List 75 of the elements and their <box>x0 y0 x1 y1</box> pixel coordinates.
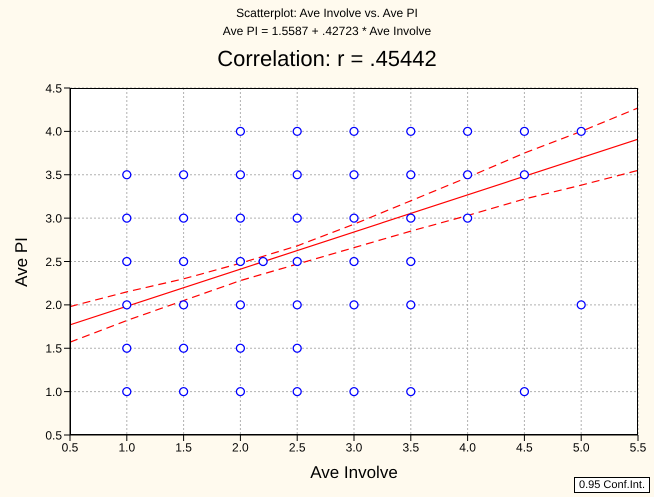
point <box>292 386 302 396</box>
point <box>178 300 188 310</box>
point <box>406 256 416 266</box>
line-series <box>70 170 638 343</box>
y-tick-label: 1.0 <box>45 384 62 399</box>
point <box>349 300 359 310</box>
point <box>292 170 302 180</box>
point <box>292 344 302 353</box>
x-tick-label: 2.5 <box>288 440 306 455</box>
x-tick-label: 4.0 <box>459 440 476 455</box>
x-tick-label: 5.5 <box>630 440 647 455</box>
point <box>349 386 359 396</box>
y-tick-label: 3.0 <box>45 211 62 226</box>
point <box>520 126 530 136</box>
x-tick-label: 4.5 <box>516 440 534 455</box>
text: Correlation: r = .45442 <box>216 46 438 72</box>
point <box>258 256 268 266</box>
point <box>236 300 246 310</box>
point <box>236 213 246 223</box>
x-tick-label: 5.0 <box>572 440 590 455</box>
y-tick-label: 1.5 <box>45 342 62 356</box>
point <box>122 170 132 180</box>
point <box>122 300 132 310</box>
point <box>406 386 416 396</box>
y-tick-label: 2.5 <box>45 254 62 269</box>
y-tick-label: 0.5 <box>45 428 62 442</box>
point <box>349 213 359 223</box>
point <box>236 386 246 396</box>
point <box>292 256 302 266</box>
point <box>292 126 302 136</box>
point <box>292 213 302 223</box>
point <box>462 126 472 136</box>
point <box>236 344 246 353</box>
x-tick-label: 0.5 <box>62 440 79 455</box>
point <box>292 300 302 310</box>
point <box>178 170 188 180</box>
point <box>178 213 188 223</box>
point <box>349 170 359 180</box>
point <box>462 170 472 180</box>
point <box>406 300 416 310</box>
chart-title: Scatterplot: Ave Involve vs. Ave PI <box>235 6 419 20</box>
y-tick-label: 2.0 <box>45 298 62 312</box>
point <box>406 213 416 223</box>
point <box>236 126 246 136</box>
x-tick-label: 3.0 <box>346 440 363 455</box>
point <box>349 126 359 136</box>
line-series <box>70 107 638 308</box>
point <box>406 170 416 180</box>
x-axis-title: Ave Involve <box>310 463 398 482</box>
point <box>236 256 246 266</box>
x-tick-label: 1.5 <box>175 440 192 455</box>
y-tick-label: 4.5 <box>45 81 62 96</box>
point <box>462 213 472 223</box>
point <box>178 386 188 396</box>
point <box>122 386 132 396</box>
y-tick-label: 4.0 <box>45 124 62 139</box>
point <box>576 126 586 136</box>
point <box>349 256 359 266</box>
point <box>576 300 586 310</box>
point <box>178 344 188 353</box>
x-tick-label: 2.0 <box>232 440 250 455</box>
point <box>236 170 246 180</box>
point <box>520 386 530 396</box>
x-tick-label: 1.0 <box>118 440 136 455</box>
point <box>122 213 132 223</box>
point <box>520 170 530 180</box>
x-tick-label: 3.5 <box>402 440 420 455</box>
chart-subtitle: Ave PI = 1.5587 + .42723 * Ave Involve <box>222 24 432 38</box>
point <box>122 344 132 353</box>
y-axis-title: Ave PI <box>12 236 32 286</box>
point <box>122 256 132 266</box>
point <box>406 126 416 136</box>
point <box>178 256 188 266</box>
y-tick-label: 3.5 <box>45 168 62 182</box>
text: 0.95 Conf.Int. <box>574 477 650 493</box>
